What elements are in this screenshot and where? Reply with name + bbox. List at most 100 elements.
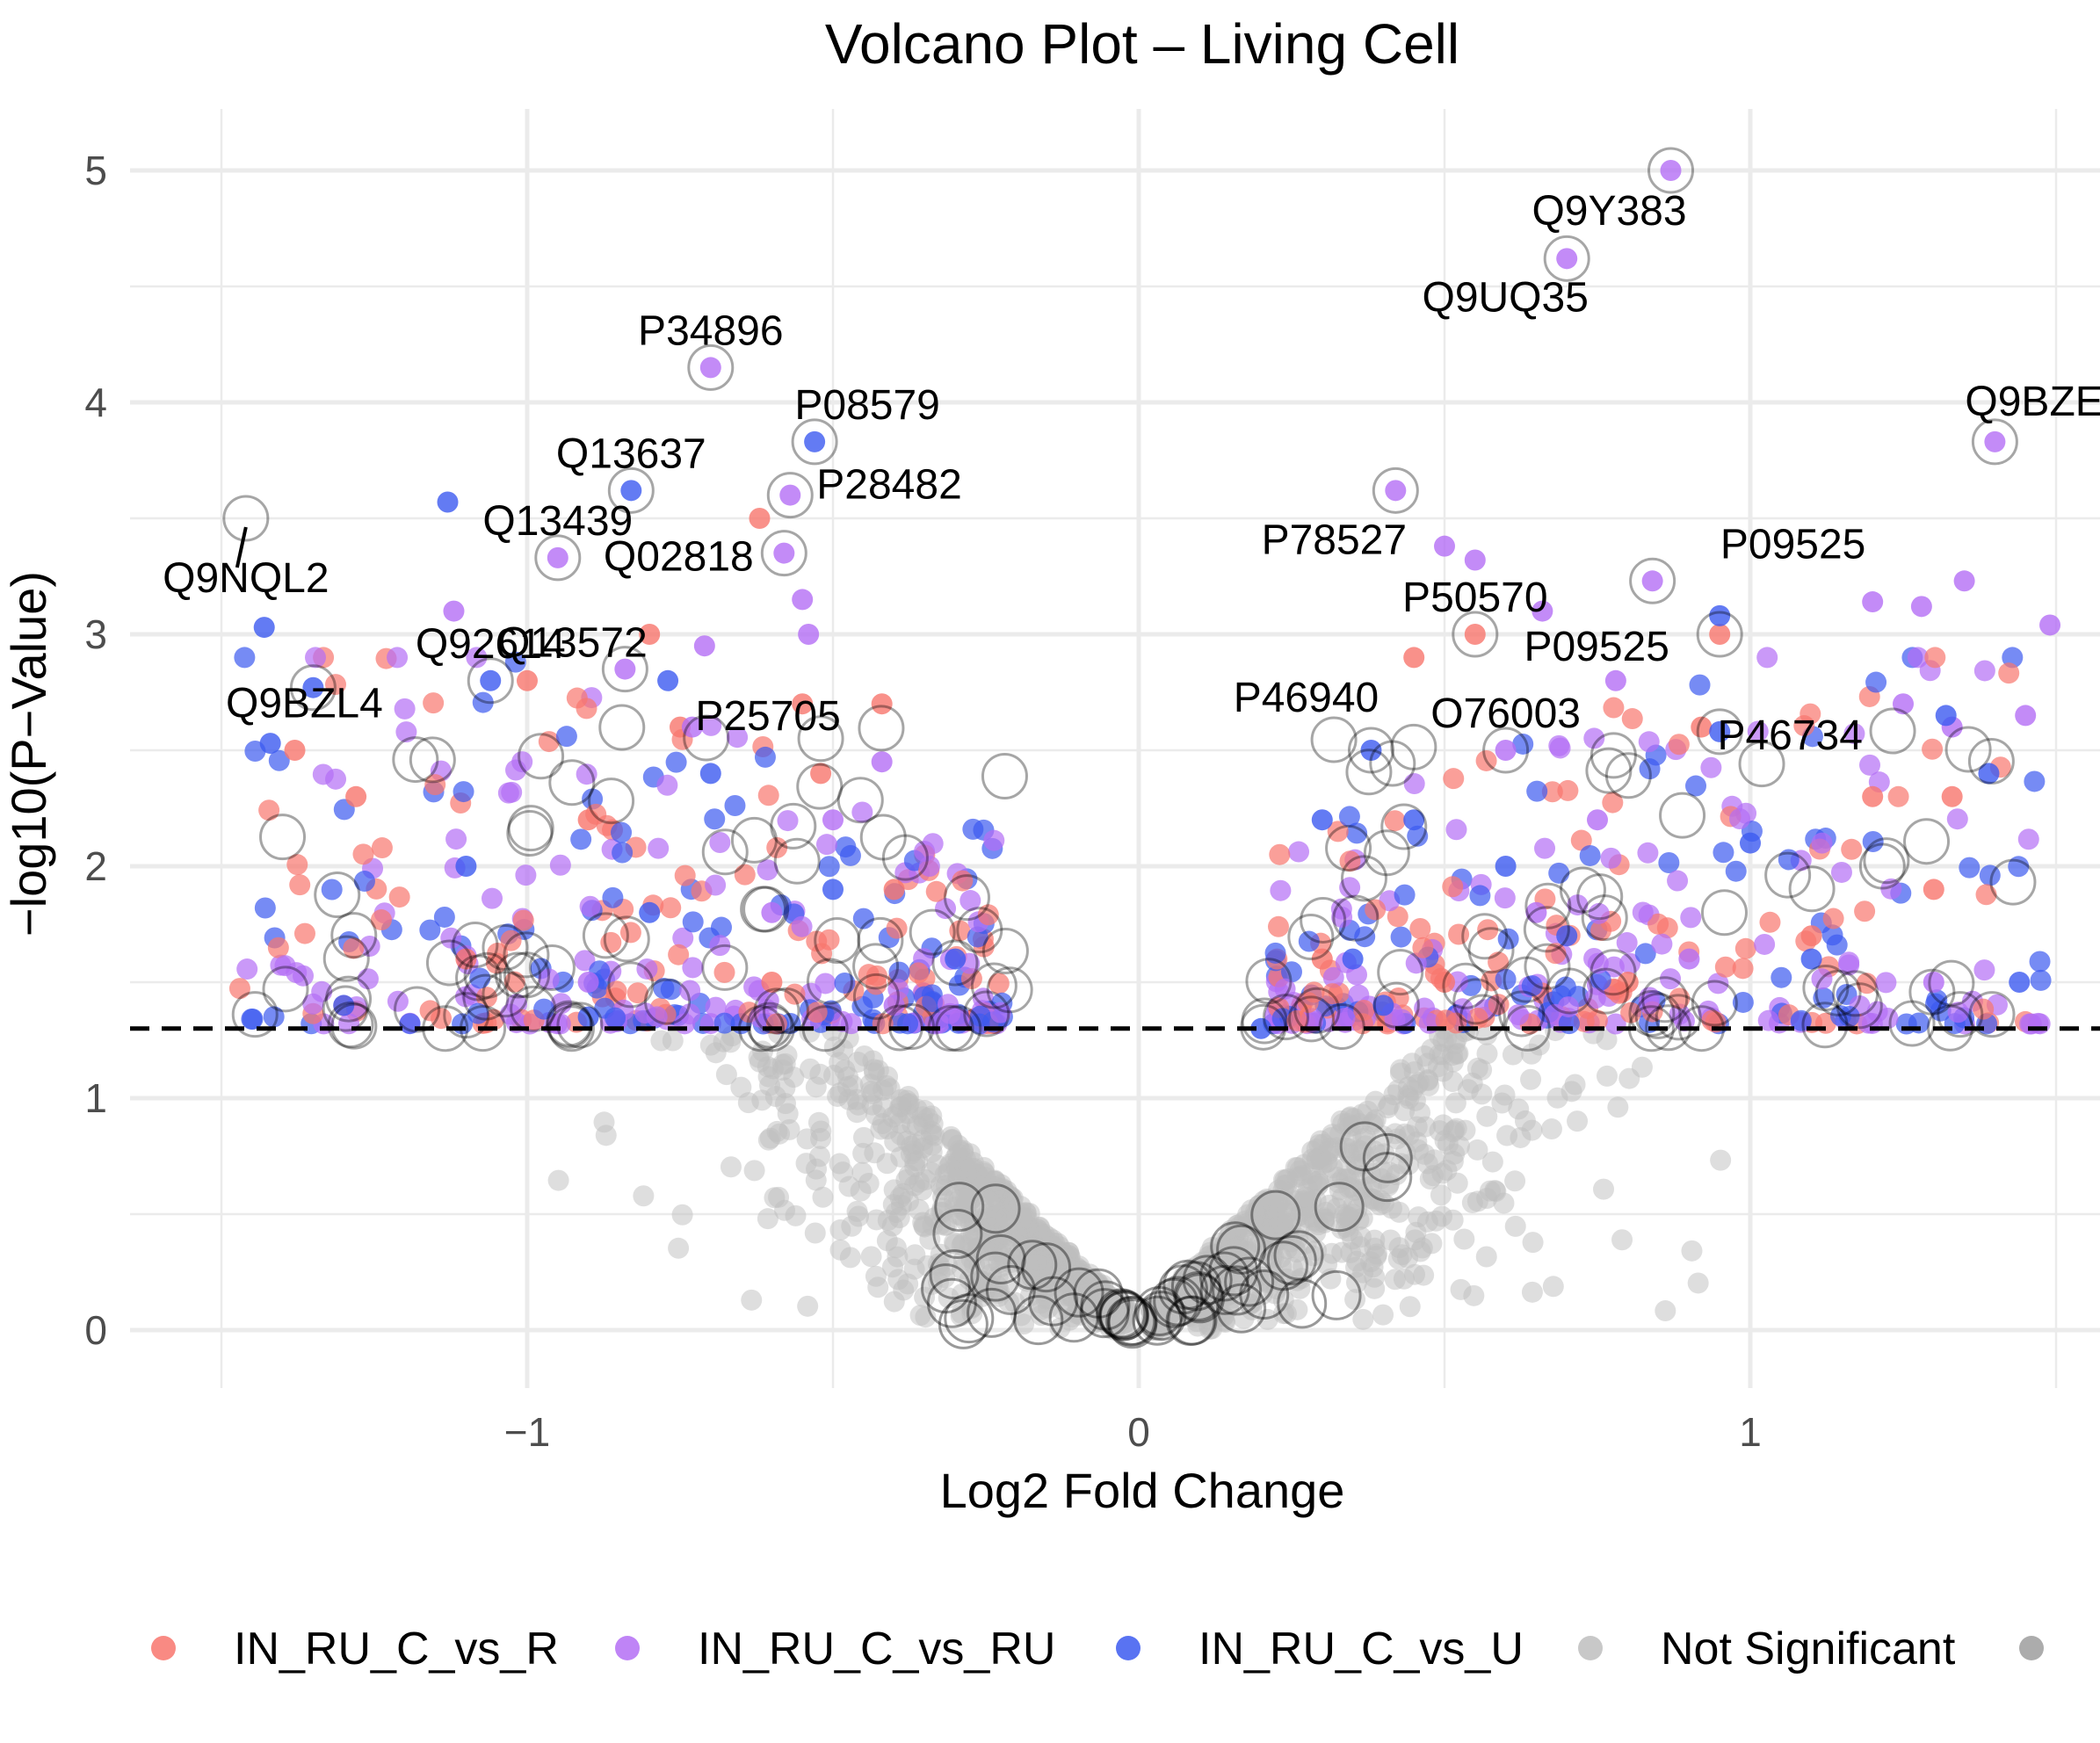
series-point — [620, 480, 642, 502]
not-significant-point — [837, 1066, 859, 1088]
highlight-ring — [289, 664, 337, 712]
significant-point — [605, 1007, 626, 1029]
highlight-ring — [981, 927, 1029, 974]
highlight-ring — [548, 759, 596, 806]
series-point — [883, 994, 905, 1016]
significant-point — [1880, 878, 1902, 900]
significant-point — [1570, 829, 1592, 851]
not-significant-point — [1461, 1192, 1483, 1214]
series-point — [1617, 972, 1639, 993]
significant-point — [1541, 781, 1563, 803]
not-significant-point — [1681, 1240, 1703, 1262]
highlight-ring — [1869, 707, 1916, 755]
highlight-ring — [1314, 1182, 1365, 1233]
significant-point — [1975, 884, 1997, 906]
not-significant-point — [902, 1113, 923, 1135]
highlight-ring — [1858, 843, 1906, 890]
highlight-ring — [970, 962, 1017, 1009]
significant-point — [467, 1002, 489, 1024]
significant-point — [1830, 861, 1852, 883]
significant-point — [1651, 933, 1673, 955]
series-point — [1403, 647, 1425, 669]
significant-point — [815, 973, 836, 994]
not-significant-point — [748, 1046, 770, 1068]
not-significant-point — [1362, 1256, 1384, 1278]
highlight-ring — [1700, 889, 1748, 937]
significant-point — [1579, 844, 1601, 866]
significant-point — [1713, 842, 1734, 864]
highlight-ring — [1239, 1269, 1290, 1320]
highlight-ring — [1546, 967, 1593, 1015]
highlight-ring — [1467, 927, 1515, 974]
significant-point — [1856, 973, 1878, 994]
significant-point — [1521, 975, 1543, 997]
significant-point — [1701, 1009, 1723, 1031]
point-label: Q9Y383 — [1532, 188, 1686, 235]
series-point — [455, 948, 477, 970]
highlight-ring — [1310, 716, 1358, 763]
not-significant-point — [1542, 1276, 1564, 1298]
significant-point — [754, 746, 776, 768]
not-significant-point — [1457, 1079, 1479, 1101]
highlight-ring — [1311, 1269, 1362, 1320]
significant-point — [852, 908, 874, 929]
point-label: P46734 — [1717, 712, 1863, 759]
significant-point — [700, 714, 722, 736]
highlight-ring — [1021, 1242, 1072, 1293]
significant-point — [358, 935, 380, 957]
series-point — [1464, 624, 1486, 645]
not-significant-point — [1263, 1247, 1285, 1269]
series-point — [284, 740, 306, 761]
significant-point — [1322, 983, 1343, 1005]
point-label: P08579 — [794, 382, 940, 429]
not-significant-point — [1272, 1289, 1294, 1311]
not-significant-point — [800, 1058, 822, 1080]
significant-point — [1685, 775, 1707, 797]
significant-point — [1469, 885, 1491, 907]
not-significant-point — [1414, 1143, 1436, 1165]
not-significant-point — [1520, 1068, 1542, 1090]
y-tick-label: 0 — [84, 1307, 107, 1353]
highlight-ring — [760, 530, 807, 577]
significant-point — [1587, 952, 1609, 974]
significant-point — [1526, 780, 1548, 802]
highlight-ring — [443, 992, 490, 1039]
significant-point — [2017, 828, 2039, 850]
highlight-ring — [409, 736, 456, 784]
not-significant-point — [797, 1295, 819, 1317]
not-significant-point — [1471, 1059, 1493, 1081]
significant-point — [321, 879, 343, 900]
significant-point — [705, 874, 727, 896]
highlight-ring — [1107, 1295, 1158, 1346]
highlight-ring — [1073, 1268, 1124, 1319]
significant-point — [371, 909, 393, 931]
highlight-ring — [1332, 894, 1379, 942]
significant-point — [1922, 738, 1944, 760]
not-significant-point — [1065, 1265, 1087, 1287]
highlight-ring — [1647, 147, 1695, 194]
point-label: Q13637 — [556, 430, 706, 477]
point-label: Q9BZL4 — [226, 681, 383, 727]
significant-point — [504, 651, 526, 673]
legend-swatch — [1578, 1636, 1603, 1660]
highlight-ring — [1174, 1273, 1225, 1324]
highlight-rings — [222, 147, 2037, 1349]
not-significant-point — [1317, 1144, 1339, 1166]
highlight-ring — [325, 975, 373, 1023]
not-significant-point — [1496, 1125, 1518, 1146]
significant-point — [1365, 899, 1387, 921]
not-significant-point — [996, 1273, 1017, 1295]
not-significant-point — [1010, 1305, 1032, 1327]
significant-point — [1270, 879, 1292, 901]
not-significant-point — [1278, 1184, 1300, 1206]
highlight-ring — [603, 915, 650, 963]
significant-point — [682, 957, 704, 979]
significant-point — [1680, 907, 1702, 929]
significant-point — [1639, 758, 1661, 780]
not-significant-point — [1059, 1247, 1081, 1269]
highlight-ring — [1250, 1190, 1301, 1240]
significant-point — [576, 698, 597, 720]
significant-point — [2029, 951, 2051, 973]
significant-point — [1732, 991, 1754, 1013]
significant-point — [1280, 961, 1302, 983]
